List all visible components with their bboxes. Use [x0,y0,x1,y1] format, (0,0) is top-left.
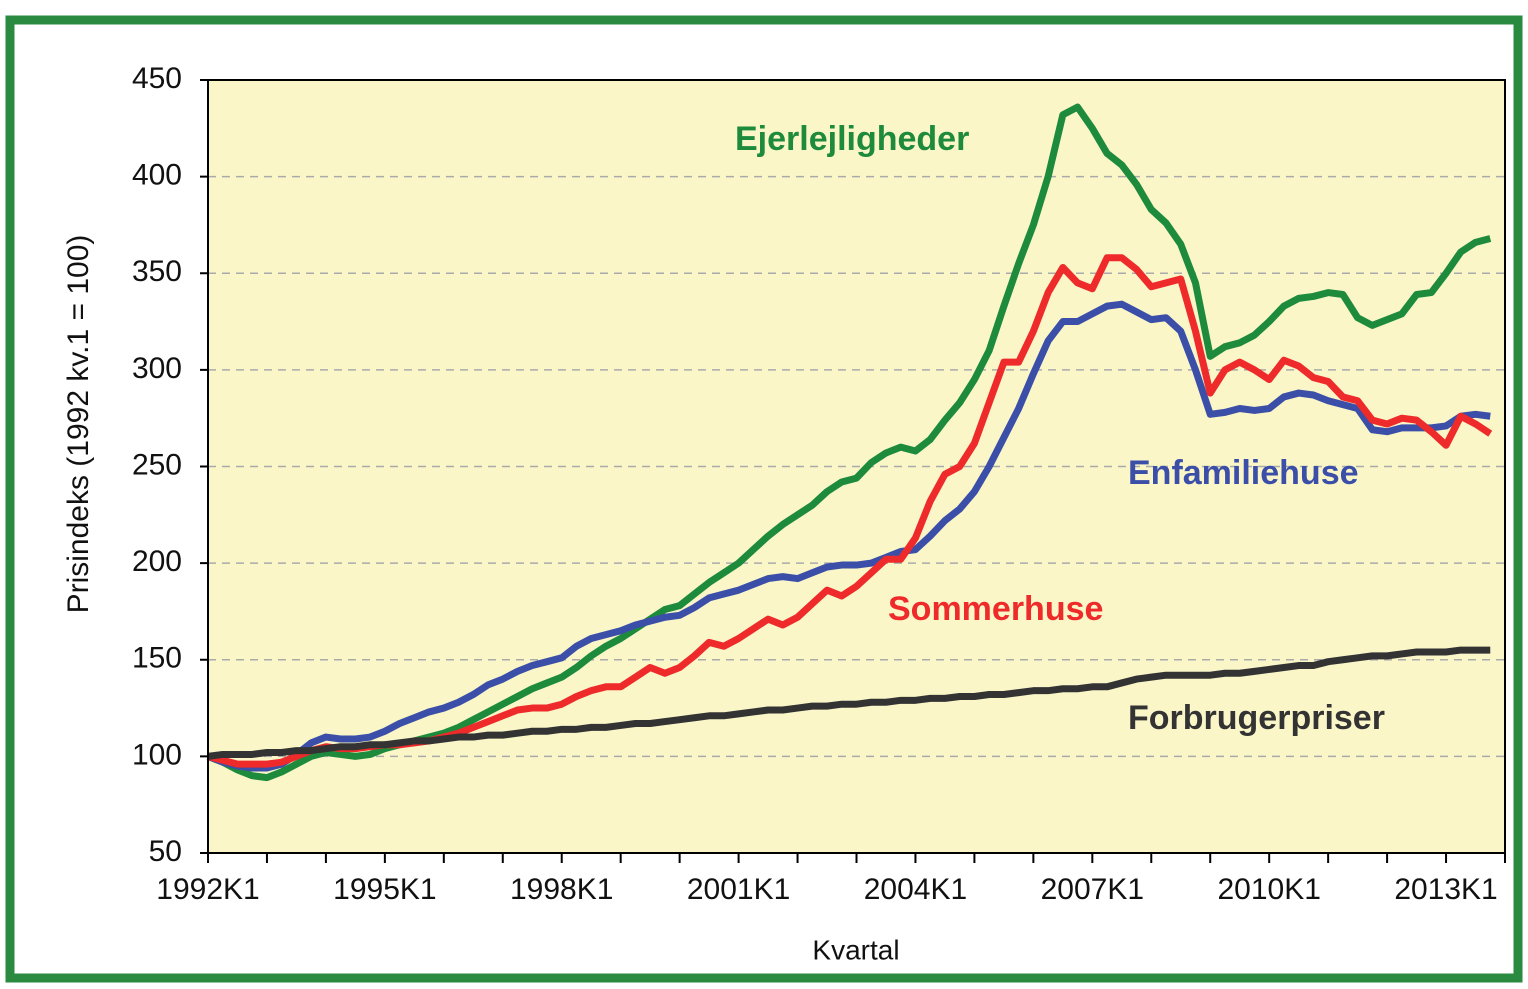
y-tick-label: 450 [132,62,182,95]
series-label: Sommerhuse [888,590,1103,628]
series-line [206,300,1491,772]
series-label: Ejerlejligheder [735,120,969,158]
series-label: Forbrugerpriser [1128,699,1385,737]
y-tick-label: 100 [132,738,182,771]
plot-border [207,79,1506,854]
y-tick-label: 350 [132,255,182,288]
series-label: Enfamiliehuse [1128,454,1359,492]
x-tick-label: 1998K1 [510,873,613,906]
x-axis-label: Kvartal [812,934,899,965]
x-tick-label: 2007K1 [1041,873,1144,906]
x-tick-label: 2010K1 [1217,873,1320,906]
y-tick-label: 250 [132,448,182,481]
y-tick-label: 400 [132,159,182,192]
y-tick-label: 300 [132,352,182,385]
y-tick-label: 200 [132,545,182,578]
x-tick-label: 2013K1 [1394,873,1497,906]
x-tick-label: 2001K1 [687,873,790,906]
x-tick-label: 1995K1 [333,873,436,906]
series-line [207,646,1491,760]
y-tick-label: 50 [149,835,182,868]
y-axis-label: Prisindeks (1992 kv.1 = 100) [62,235,95,614]
x-tick-label: 1992K1 [156,873,259,906]
x-tick-label: 2004K1 [864,873,967,906]
y-tick-label: 150 [132,642,182,675]
